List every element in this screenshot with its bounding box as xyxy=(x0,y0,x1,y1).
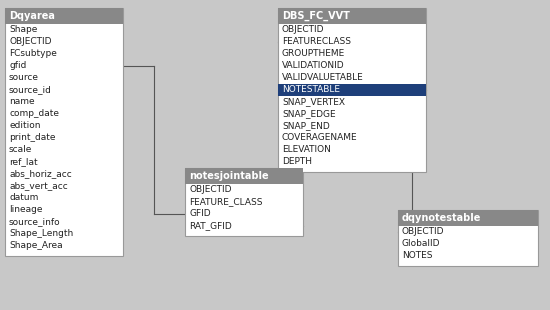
Text: NOTES: NOTES xyxy=(402,251,432,260)
Bar xyxy=(278,84,426,96)
Text: datum: datum xyxy=(9,193,38,202)
Text: Shape: Shape xyxy=(9,25,37,34)
Text: GROUPTHEME: GROUPTHEME xyxy=(282,50,345,59)
Text: SNAP_VERTEX: SNAP_VERTEX xyxy=(282,98,345,107)
Bar xyxy=(185,168,303,236)
Bar xyxy=(185,168,303,184)
Bar xyxy=(398,210,538,226)
Text: abs_horiz_acc: abs_horiz_acc xyxy=(9,170,72,179)
Bar xyxy=(5,8,123,256)
Text: OBJECTID: OBJECTID xyxy=(282,25,324,34)
Bar xyxy=(278,8,426,24)
Text: OBJECTID: OBJECTID xyxy=(402,228,444,237)
Text: VALIDATIONID: VALIDATIONID xyxy=(282,61,345,70)
Text: COVERAGENAME: COVERAGENAME xyxy=(282,134,358,143)
Text: gfid: gfid xyxy=(9,61,26,70)
Text: lineage: lineage xyxy=(9,206,42,215)
Text: source_id: source_id xyxy=(9,86,52,95)
Text: OBJECTID: OBJECTID xyxy=(189,185,232,194)
Text: FEATURE_CLASS: FEATURE_CLASS xyxy=(189,197,262,206)
Text: abs_vert_acc: abs_vert_acc xyxy=(9,181,68,191)
Text: DBS_FC_VVT: DBS_FC_VVT xyxy=(282,11,350,21)
Text: name: name xyxy=(9,98,35,107)
Text: Shape_Length: Shape_Length xyxy=(9,229,73,238)
Text: source_info: source_info xyxy=(9,218,60,227)
Bar xyxy=(5,8,123,24)
Text: VALIDVALUETABLE: VALIDVALUETABLE xyxy=(282,73,364,82)
Text: scale: scale xyxy=(9,145,32,154)
Text: ELEVATION: ELEVATION xyxy=(282,145,331,154)
Text: Dqyarea: Dqyarea xyxy=(9,11,55,21)
Text: edition: edition xyxy=(9,122,41,131)
Text: GFID: GFID xyxy=(189,210,211,219)
Text: comp_date: comp_date xyxy=(9,109,59,118)
Text: notesjointable: notesjointable xyxy=(189,171,268,181)
Text: RAT_GFID: RAT_GFID xyxy=(189,222,232,231)
Text: GlobalID: GlobalID xyxy=(402,240,441,249)
Text: Shape_Area: Shape_Area xyxy=(9,241,63,250)
Text: DEPTH: DEPTH xyxy=(282,157,312,166)
Text: SNAP_EDGE: SNAP_EDGE xyxy=(282,109,336,118)
Bar xyxy=(278,8,426,172)
Text: source: source xyxy=(9,73,39,82)
Text: FCsubtype: FCsubtype xyxy=(9,50,57,59)
Text: dqynotestable: dqynotestable xyxy=(402,213,481,223)
Text: ref_lat: ref_lat xyxy=(9,157,37,166)
Text: SNAP_END: SNAP_END xyxy=(282,122,330,131)
Text: OBJECTID: OBJECTID xyxy=(9,38,52,46)
Text: FEATURECLASS: FEATURECLASS xyxy=(282,38,351,46)
Bar xyxy=(398,210,538,266)
Text: print_date: print_date xyxy=(9,134,56,143)
Text: NOTESTABLE: NOTESTABLE xyxy=(282,86,340,95)
